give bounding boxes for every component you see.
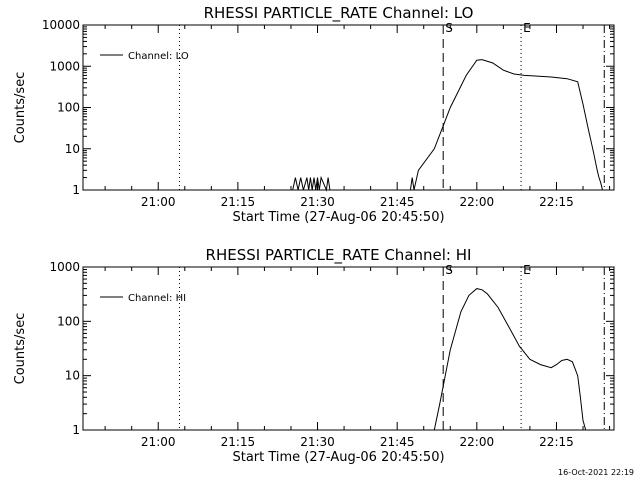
y-tick-label: 100 xyxy=(57,314,80,328)
event-marker-label: E xyxy=(523,21,531,35)
x-tick-label: 21:45 xyxy=(380,435,415,449)
series-line xyxy=(433,288,587,431)
y-tick-label: 1 xyxy=(72,423,80,437)
x-tick-label: 21:15 xyxy=(221,195,256,209)
plot-frame xyxy=(82,24,615,191)
lo-channel-panel: RHESSI PARTICLE_RATE Channel: LO 21:00 21:… xyxy=(13,4,615,225)
chart-title: RHESSI PARTICLE_RATE Channel: HI xyxy=(206,246,472,265)
x-tick-label: 21:00 xyxy=(141,435,176,449)
x-tick-label: 21:45 xyxy=(380,195,415,209)
x-tick-label: 22:15 xyxy=(539,195,574,209)
y-tick-label: 1000 xyxy=(49,260,80,274)
y-tick-label: 1000 xyxy=(49,59,80,73)
timestamp-stamp: 16-Oct-2021 22:19 xyxy=(558,468,634,477)
y-axis-label: Counts/sec xyxy=(13,72,28,144)
legend-label: Channel: HI xyxy=(128,293,186,304)
y-axis-label: Counts/sec xyxy=(13,313,28,385)
x-tick-label: 22:00 xyxy=(460,195,495,209)
event-marker-label: S xyxy=(445,263,453,277)
event-marker-label: S xyxy=(445,21,453,35)
hi-channel-panel: RHESSI PARTICLE_RATE Channel: HI 21:00 21:… xyxy=(13,246,615,465)
y-tick-label: 10 xyxy=(65,369,80,383)
x-tick-label: 21:30 xyxy=(300,195,335,209)
y-tick-label: 1 xyxy=(72,183,80,197)
x-tick-label: 21:00 xyxy=(141,195,176,209)
y-tick-label: 10000 xyxy=(42,18,80,32)
x-tick-label: 22:15 xyxy=(539,435,574,449)
x-tick-label: 22:00 xyxy=(460,435,495,449)
x-axis-label: Start Time (27-Aug-06 20:45:50) xyxy=(232,450,444,465)
chart-title: RHESSI PARTICLE_RATE Channel: LO xyxy=(204,4,474,23)
x-tick-label: 21:15 xyxy=(221,435,256,449)
x-tick-label: 21:30 xyxy=(300,435,335,449)
series-line xyxy=(292,59,603,192)
x-axis-label: Start Time (27-Aug-06 20:45:50) xyxy=(232,210,444,225)
legend-label: Channel: LO xyxy=(128,51,189,62)
event-marker-label: E xyxy=(523,263,531,277)
plot-frame xyxy=(82,266,615,431)
y-tick-label: 10 xyxy=(65,142,80,156)
y-tick-label: 100 xyxy=(57,101,80,115)
